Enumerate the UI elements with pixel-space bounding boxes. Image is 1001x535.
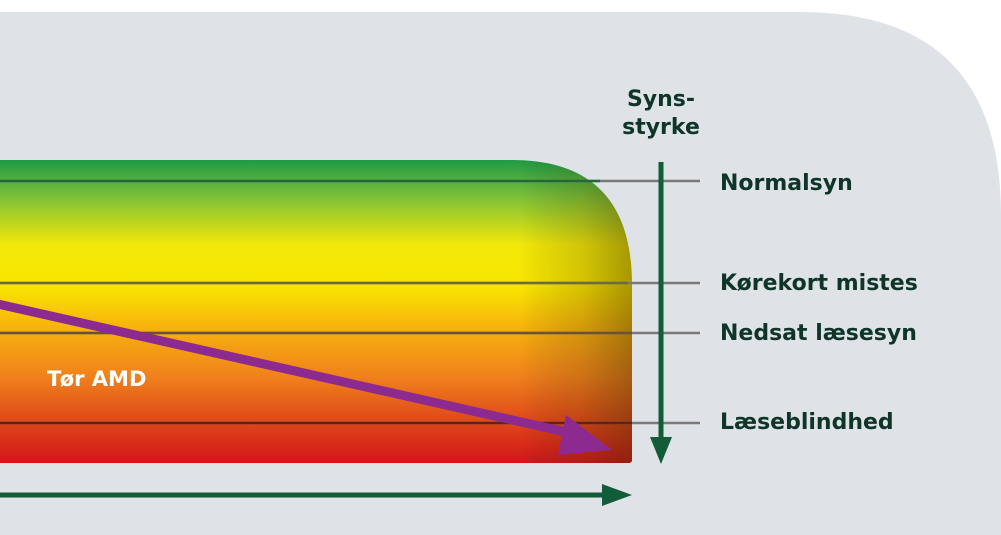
vision-band [0, 160, 632, 463]
trend-arrow [0, 299, 612, 455]
level-label-nedsat: Nedsat læsesyn [720, 321, 917, 346]
level-label-korekort: Kørekort mistes [720, 271, 918, 296]
level-label-normal: Normalsyn [720, 171, 853, 196]
time-axis-arrow [0, 484, 632, 506]
level-label-laese: Læseblindhed [720, 410, 894, 435]
vision-axis-arrow [650, 162, 672, 464]
condition-label: Tør AMD [47, 367, 147, 391]
vision-strength-axis-label: Syns- styrke [622, 87, 700, 140]
